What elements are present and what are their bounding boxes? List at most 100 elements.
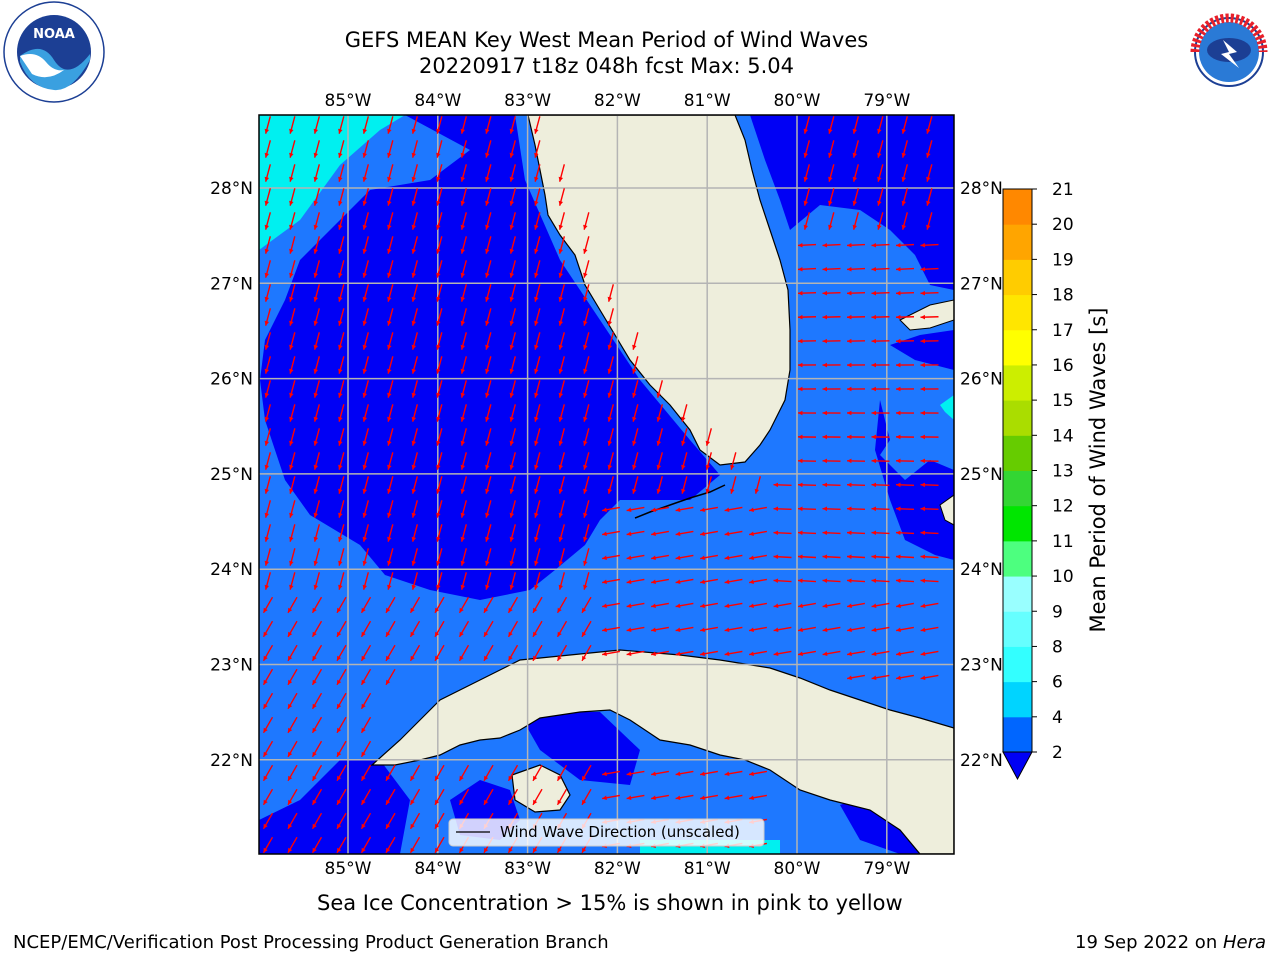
wave-direction-arrowhead <box>386 823 391 829</box>
colorbar-segment <box>1003 364 1032 401</box>
wave-direction-arrowhead <box>288 631 293 637</box>
wave-direction-arrowhead <box>877 176 882 182</box>
wave-direction-arrowhead <box>387 224 392 230</box>
wave-direction-arrowhead <box>361 847 366 853</box>
wave-direction-arrowhead <box>602 603 607 609</box>
wave-direction-arrowhead <box>312 703 317 709</box>
wave-direction-arrowhead <box>896 362 901 368</box>
wave-direction-arrowhead <box>558 512 564 518</box>
wave-direction-arrowhead <box>822 578 828 583</box>
wave-direction-arrowhead <box>387 272 392 278</box>
wave-direction-arrowhead <box>871 266 877 272</box>
wave-direction-arrowhead <box>289 296 294 302</box>
wave-direction-arrowhead <box>534 536 539 542</box>
wave-direction-arrowhead <box>509 488 515 494</box>
wave-direction-arrowhead <box>459 775 464 781</box>
wave-direction-arrowhead <box>362 128 368 134</box>
wave-direction-arrowhead <box>798 362 803 368</box>
wave-direction-arrowhead <box>675 531 681 537</box>
wave-direction-arrowhead <box>558 344 564 350</box>
wave-direction-arrowhead <box>387 368 392 374</box>
wave-direction-arrowhead <box>583 416 588 422</box>
wave-direction-arrowhead <box>362 224 368 230</box>
wave-direction-arrowhead <box>724 795 730 801</box>
wave-direction-arrowhead <box>798 242 803 248</box>
colorbar-tick-label: 17 <box>1052 321 1074 341</box>
wave-direction-arrowhead <box>362 536 368 542</box>
wave-direction-arrowhead <box>460 344 466 350</box>
colorbar-tick-label: 9 <box>1052 602 1063 622</box>
wave-direction-arrowhead <box>509 584 515 590</box>
wave-direction-arrowhead <box>798 314 803 320</box>
wave-direction-arrowhead <box>312 727 317 733</box>
wave-direction-arrowhead <box>264 536 270 542</box>
wave-direction-arrowhead <box>847 506 852 512</box>
wave-direction-arrowhead <box>485 200 490 206</box>
wave-direction-arrowhead <box>730 488 735 494</box>
wave-direction-arrowhead <box>289 200 294 206</box>
wave-direction-arrowhead <box>724 579 730 585</box>
nws-logo <box>1181 4 1277 100</box>
wave-direction-arrowhead <box>410 631 415 637</box>
colorbar-segment <box>1003 576 1032 612</box>
wave-direction-arrowhead <box>847 578 852 583</box>
wave-direction-arrowhead <box>632 344 637 350</box>
wave-direction-arrowhead <box>387 512 392 518</box>
wave-direction-arrowhead <box>289 152 294 158</box>
wave-direction-arrowhead <box>534 488 539 494</box>
wave-direction-arrowhead <box>582 631 587 637</box>
wave-direction-arrowhead <box>828 224 833 230</box>
wave-direction-arrowhead <box>847 266 852 272</box>
wave-direction-arrowhead <box>264 464 270 470</box>
wave-direction-arrowhead <box>675 507 681 513</box>
wave-direction-arrowhead <box>773 482 779 488</box>
wave-direction-arrowhead <box>338 584 343 590</box>
wave-direction-arrowhead <box>656 416 662 422</box>
wave-direction-arrowhead <box>313 416 319 422</box>
wave-direction-arrowhead <box>312 775 317 781</box>
wave-direction-arrowhead <box>675 771 681 777</box>
wave-direction-arrowhead <box>822 410 827 416</box>
wave-direction-arrowhead <box>509 464 515 470</box>
wave-direction-arrowhead <box>436 248 441 254</box>
wave-direction-arrowhead <box>700 651 705 657</box>
wave-direction-arrowhead <box>798 338 803 344</box>
wave-direction-arrowhead <box>901 176 907 182</box>
wave-direction-arrowhead <box>337 823 342 829</box>
wave-direction-arrowhead <box>651 627 656 633</box>
wave-direction-arrowhead <box>798 578 803 583</box>
wave-direction-arrowhead <box>289 320 294 326</box>
wave-direction-arrowhead <box>675 555 681 561</box>
wave-period-contour-2-4-east <box>875 400 954 560</box>
wave-direction-arrowhead <box>338 488 343 494</box>
wave-direction-arrowhead <box>901 224 907 230</box>
wave-direction-arrowhead <box>459 607 464 613</box>
wave-direction-arrowhead <box>338 152 343 158</box>
wave-direction-arrowhead <box>387 392 392 398</box>
wave-direction-arrowhead <box>920 627 926 633</box>
wave-direction-arrowhead <box>558 416 564 422</box>
wave-direction-arrowhead <box>411 248 417 254</box>
wave-direction-arrowhead <box>773 530 779 536</box>
wave-direction-arrowhead <box>361 823 366 829</box>
wave-direction-arrowhead <box>289 440 294 446</box>
wave-direction-arrowhead <box>583 224 588 230</box>
cuba-land <box>370 649 954 854</box>
lat-tick-label-right: 22°N <box>960 751 1003 771</box>
wave-direction-arrowhead <box>362 272 368 278</box>
wave-direction-arrowhead <box>822 603 828 609</box>
sea-ice-caption: Sea Ice Concentration > 15% is shown in … <box>317 891 903 915</box>
wave-direction-arrowhead <box>724 603 730 609</box>
wave-direction-arrowhead <box>337 607 342 613</box>
wave-direction-arrowhead <box>338 200 343 206</box>
wave-direction-arrowhead <box>436 512 441 518</box>
colorbar-segment <box>1003 400 1032 436</box>
wave-direction-arrowhead <box>263 727 268 733</box>
wave-period-contour-2-4-bahamas <box>890 330 954 370</box>
wave-direction-arrowhead <box>410 775 415 781</box>
wave-direction-arrowhead <box>264 176 270 182</box>
wave-direction-arrowhead <box>313 536 319 542</box>
wave-direction-arrowhead <box>263 847 268 853</box>
wave-direction-arrowhead <box>773 578 779 583</box>
wave-direction-arrowhead <box>822 627 828 633</box>
